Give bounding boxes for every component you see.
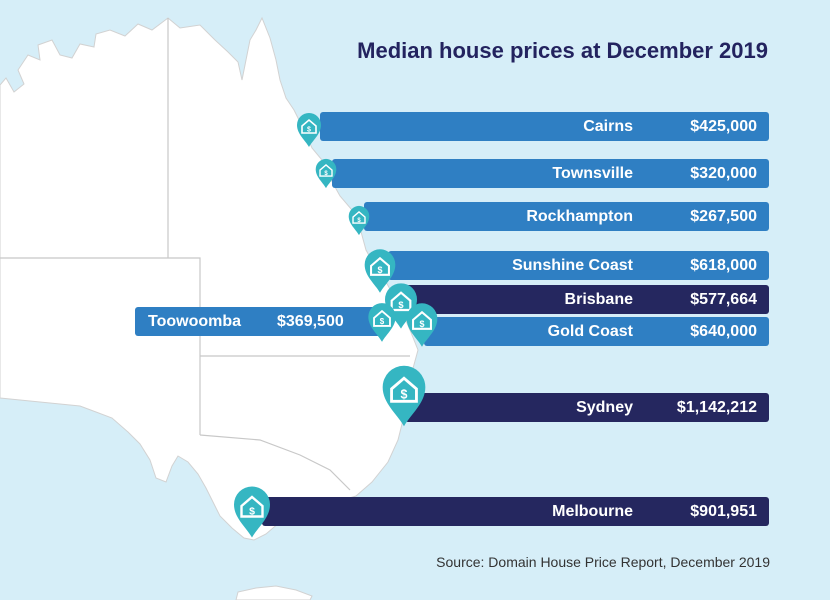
- source-note: Source: Domain House Price Report, Decem…: [436, 554, 770, 570]
- city-name-melbourne: Melbourne: [552, 503, 633, 520]
- map-title: Median house prices at December 2019: [357, 38, 768, 63]
- state-border-sa-wa-nt: [0, 257, 201, 435]
- city-name-toowoomba: Toowoomba: [148, 313, 242, 330]
- house-pin-icon-toowoomba: $: [368, 303, 396, 342]
- pin-dollar-sign: $: [380, 317, 385, 326]
- pin-dollar-sign: $: [398, 300, 404, 310]
- city-price-gold-coast: $640,000: [690, 323, 757, 340]
- price-bar-melbourne: Melbourne $901,951: [262, 497, 769, 526]
- price-bar-sunshine-coast: Sunshine Coast $618,000: [388, 251, 769, 280]
- price-bar-sydney: Sydney $1,142,212: [405, 393, 769, 422]
- pin-dollar-sign: $: [357, 218, 361, 224]
- price-bar-toowoomba: Toowoomba $369,500: [135, 307, 385, 336]
- city-price-cairns: $425,000: [690, 118, 757, 135]
- house-pin-icon-gold-coast: $: [406, 303, 438, 347]
- city-price-toowoomba: $369,500: [277, 313, 344, 330]
- price-bar-cairns: Cairns $425,000: [320, 112, 769, 141]
- house-pin-icon-sunshine-coast: $: [364, 249, 396, 293]
- city-name-sunshine-coast: Sunshine Coast: [512, 257, 633, 274]
- city-price-sydney: $1,142,212: [676, 399, 757, 416]
- price-bar-rockhampton: Rockhampton $267,500: [364, 202, 769, 231]
- pin-dollar-sign: $: [420, 319, 425, 329]
- city-price-melbourne: $901,951: [690, 503, 757, 520]
- city-name-townsville: Townsville: [552, 165, 633, 182]
- pin-dollar-sign: $: [307, 127, 311, 134]
- pin-dollar-sign: $: [401, 388, 408, 402]
- city-name-rockhampton: Rockhampton: [526, 208, 633, 225]
- city-name-gold-coast: Gold Coast: [547, 323, 633, 340]
- mainland-landmass: [0, 16, 419, 541]
- house-pin-icon-townsville: $: [315, 158, 337, 189]
- house-pin-icon-rockhampton: $: [348, 205, 370, 236]
- tasmania-landmass: [235, 585, 313, 600]
- price-bar-gold-coast: Gold Coast $640,000: [424, 317, 769, 346]
- city-name-brisbane: Brisbane: [564, 291, 633, 308]
- city-price-brisbane: $577,664: [690, 291, 757, 308]
- house-pin-icon-sydney: $: [382, 365, 426, 427]
- city-price-townsville: $320,000: [690, 165, 757, 182]
- state-border-nsw-vic: [199, 434, 351, 491]
- price-bar-brisbane: Brisbane $577,664: [404, 285, 769, 314]
- house-pin-icon-cairns: $: [297, 113, 321, 147]
- city-name-sydney: Sydney: [576, 399, 633, 416]
- pin-dollar-sign: $: [378, 265, 383, 275]
- city-price-rockhampton: $267,500: [690, 208, 757, 225]
- city-price-sunshine-coast: $618,000: [690, 257, 757, 274]
- house-pin-icon-melbourne: $: [234, 486, 270, 538]
- pin-dollar-sign: $: [324, 171, 328, 177]
- pin-dollar-sign: $: [249, 505, 255, 517]
- city-name-cairns: Cairns: [583, 118, 633, 135]
- price-bar-townsville: Townsville $320,000: [332, 159, 769, 188]
